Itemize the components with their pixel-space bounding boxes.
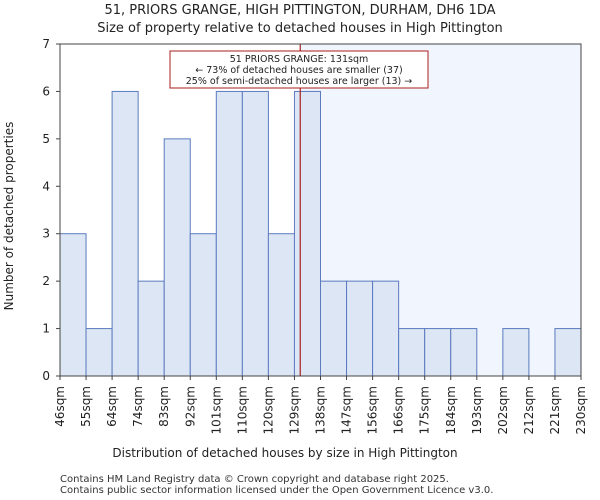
x-tick-label: 138sqm bbox=[314, 386, 328, 434]
x-tick-label: 202sqm bbox=[496, 386, 510, 434]
y-tick-label: 4 bbox=[42, 179, 50, 193]
histogram-bar bbox=[241, 90, 269, 377]
histogram-bar bbox=[163, 138, 191, 377]
y-tick-label: 6 bbox=[42, 84, 50, 98]
histogram-bar bbox=[372, 280, 400, 377]
annotation-line-2: ← 73% of detached houses are smaller (37… bbox=[195, 65, 402, 76]
x-tick-label: 55sqm bbox=[79, 386, 93, 427]
x-tick-label: 101sqm bbox=[209, 386, 223, 434]
x-tick-label: 175sqm bbox=[418, 386, 432, 434]
histogram-bar bbox=[85, 328, 113, 377]
x-tick-label: 92sqm bbox=[183, 386, 197, 427]
histogram-bar bbox=[215, 90, 243, 377]
x-tick-label: 193sqm bbox=[470, 386, 484, 434]
x-tick-label: 156sqm bbox=[366, 386, 380, 434]
x-tick-label: 147sqm bbox=[340, 386, 354, 434]
x-tick-label: 74sqm bbox=[131, 386, 145, 427]
y-tick-label: 2 bbox=[42, 274, 50, 288]
chart-subtitle: Size of property relative to detached ho… bbox=[97, 21, 503, 36]
histogram-bar bbox=[554, 328, 582, 377]
histogram-bar bbox=[424, 328, 452, 377]
x-tick-label: 83sqm bbox=[157, 386, 171, 427]
x-tick-label: 120sqm bbox=[261, 386, 275, 434]
x-tick-label: 46sqm bbox=[53, 386, 67, 427]
x-tick-label: 212sqm bbox=[522, 386, 536, 434]
x-axis-label: Distribution of detached houses by size … bbox=[112, 446, 457, 460]
chart-title: 51, PRIORS GRANGE, HIGH PITTINGTON, DURH… bbox=[104, 3, 496, 18]
x-tick-label: 184sqm bbox=[444, 386, 458, 434]
histogram-bar bbox=[293, 90, 322, 377]
y-tick-label: 5 bbox=[42, 132, 50, 146]
histogram-bar bbox=[189, 233, 217, 377]
histogram-bar bbox=[450, 328, 478, 377]
histogram-bar bbox=[267, 233, 295, 377]
histogram-bar bbox=[398, 328, 426, 377]
x-tick-label: 166sqm bbox=[392, 386, 406, 434]
annotation-line-3: 25% of semi-detached houses are larger (… bbox=[186, 76, 413, 87]
y-tick-label: 7 bbox=[42, 37, 50, 51]
y-tick-label: 1 bbox=[42, 322, 50, 336]
x-tick-label: 129sqm bbox=[287, 386, 301, 434]
y-axis-label: Number of detached properties bbox=[2, 122, 16, 311]
histogram-bar bbox=[502, 328, 530, 377]
footer-line-1: Contains HM Land Registry data © Crown c… bbox=[60, 474, 449, 485]
y-tick-label: 0 bbox=[42, 369, 50, 383]
histogram-bar bbox=[320, 280, 348, 377]
histogram-bar bbox=[137, 280, 165, 377]
annotation-box: 51 PRIORS GRANGE: 131sqm ← 73% of detach… bbox=[169, 50, 429, 89]
x-tick-label: 110sqm bbox=[235, 386, 249, 434]
footer-line-2: Contains public sector information licen… bbox=[60, 485, 494, 496]
histogram-bar bbox=[346, 280, 374, 377]
histogram-bar bbox=[59, 233, 87, 377]
x-tick-label: 221sqm bbox=[548, 386, 562, 434]
y-tick-label: 3 bbox=[42, 227, 50, 241]
x-tick-label: 64sqm bbox=[105, 386, 119, 427]
histogram-bar bbox=[111, 90, 139, 377]
x-tick-label: 230sqm bbox=[574, 386, 588, 434]
annotation-line-1: 51 PRIORS GRANGE: 131sqm bbox=[230, 54, 369, 65]
